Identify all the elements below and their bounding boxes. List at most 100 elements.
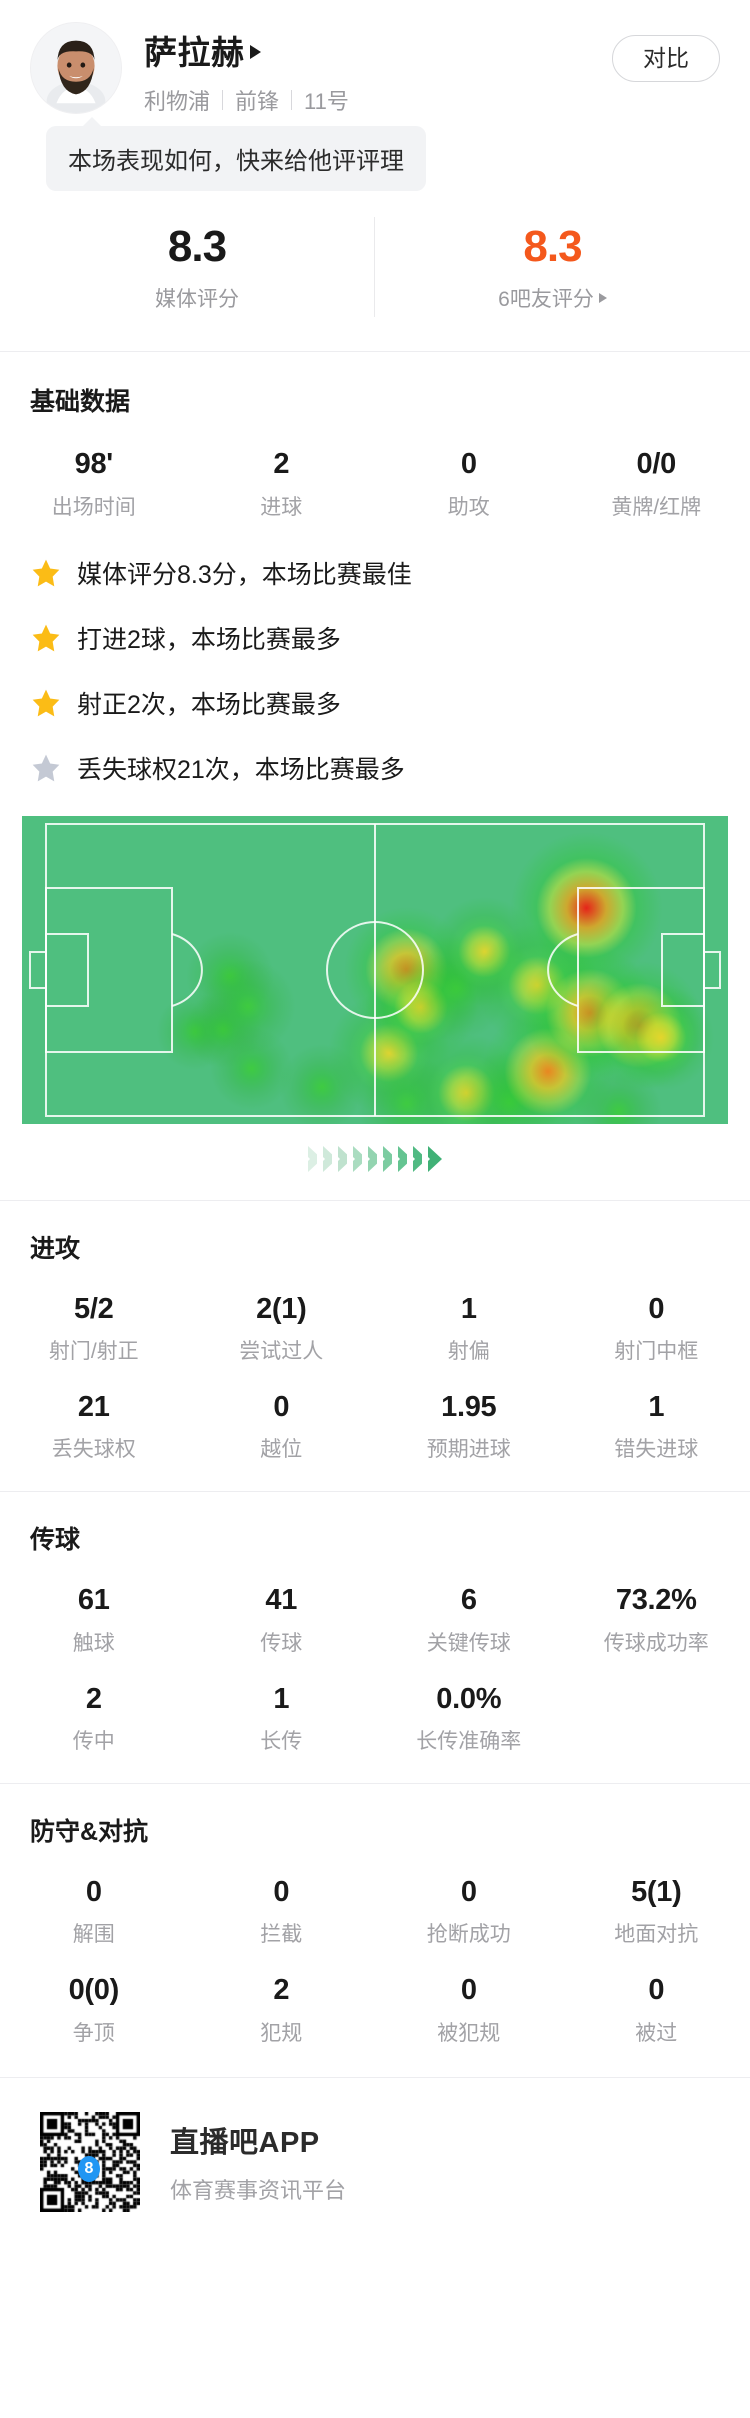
stat-value: 1 <box>273 1682 290 1715</box>
section-divider <box>0 351 750 353</box>
attack-direction-arrows <box>22 1145 728 1172</box>
stat-row: 98' 出场时间 2 进球 0 助攻 0/0 黄牌/红牌 <box>0 448 750 520</box>
stat-label: 长传准确率 <box>416 1730 522 1754</box>
stat-value: 2 <box>273 1974 290 2007</box>
heatmap-container <box>0 815 750 1172</box>
section-divider <box>0 1199 750 1201</box>
stat-value: 0.0% <box>436 1682 502 1715</box>
avatar[interactable] <box>30 22 122 114</box>
star-icon <box>32 754 60 782</box>
stat-label: 解围 <box>72 1923 115 1947</box>
stat-cell: 5/2 射门/射正 <box>0 1293 188 1365</box>
player-meta: 利物浦 前锋 11号 <box>144 84 720 116</box>
stat-row: 5/2 射门/射正 2(1) 尝试过人 1 射偏 0 射门中框 <box>0 1293 750 1365</box>
stat-label: 拦截 <box>260 1923 303 1947</box>
stat-row: 2 传中 1 长传 0.0% 长传准确率 <box>0 1683 750 1755</box>
stat-cell: 0 越位 <box>188 1391 376 1463</box>
stat-value: 61 <box>77 1584 110 1617</box>
section-title-attack: 进攻 <box>30 1234 81 1263</box>
stat-label: 地面对抗 <box>614 1923 699 1947</box>
stat-row: 61 触球 41 传球 6 关键传球 73.2% 传球成功率 <box>0 1584 750 1656</box>
highlight-text: 射正2次，本场比赛最多 <box>77 690 341 719</box>
stat-cell: 1 长传 <box>188 1683 376 1755</box>
section-title-passing: 传球 <box>30 1526 81 1555</box>
stat-value: 0 <box>648 1974 665 2007</box>
app-info: 直播吧APP 体育赛事资讯平台 <box>170 2119 346 2205</box>
stat-label: 助攻 <box>447 495 490 519</box>
stat-value: 2(1) <box>256 1292 307 1325</box>
stat-value: 0/0 <box>636 448 677 481</box>
stat-label: 射偏 <box>447 1340 490 1364</box>
stat-value: 0 <box>85 1876 102 1909</box>
stat-cell: 0 被犯规 <box>375 1974 563 2046</box>
stat-value: 5/2 <box>74 1292 114 1325</box>
stat-label: 被犯规 <box>437 2021 501 2045</box>
footer-divider <box>0 2076 750 2078</box>
meta-divider <box>291 90 293 110</box>
stat-label: 传中 <box>72 1730 115 1754</box>
stat-cell: 1 错失进球 <box>563 1391 750 1463</box>
chevron-icon <box>422 1145 442 1172</box>
chevron-right-icon <box>249 45 261 59</box>
stat-label: 尝试过人 <box>239 1340 324 1364</box>
stat-cell: 0 助攻 <box>375 448 563 520</box>
compare-button[interactable]: 对比 <box>612 35 720 82</box>
fan-rating[interactable]: 8.3 6吧友评分 <box>375 217 730 317</box>
pitch-markings <box>29 822 721 1117</box>
stat-cell: 0 解围 <box>0 1876 188 1948</box>
stat-value: 0 <box>460 448 477 481</box>
stat-value: 1 <box>648 1391 665 1424</box>
section-title-basic: 基础数据 <box>30 388 131 417</box>
stat-cell: 2 犯规 <box>188 1974 376 2046</box>
rate-prompt-container: 本场表现如何，快来给他评评理 <box>0 112 750 191</box>
stat-cell: 0.0% 长传准确率 <box>375 1683 563 1755</box>
stat-cell: 61 触球 <box>0 1584 188 1656</box>
media-rating-label-text: 媒体评分 <box>155 288 239 312</box>
fan-rating-value: 8.3 <box>523 222 582 271</box>
stat-cell: 0 拦截 <box>188 1876 376 1948</box>
stat-cell: 0 抢断成功 <box>375 1876 563 1948</box>
stat-label: 出场时间 <box>51 495 136 519</box>
app-name: 直播吧APP <box>170 2126 320 2159</box>
stat-label: 长传 <box>260 1730 303 1754</box>
stat-cell: 21 丢失球权 <box>0 1391 188 1463</box>
stat-label: 黄牌/红牌 <box>611 495 702 519</box>
stat-value: 2 <box>273 448 290 481</box>
highlight-item: 射正2次，本场比赛最多 <box>30 685 720 721</box>
stat-value: 0 <box>273 1391 290 1424</box>
stat-cell: 2 传中 <box>0 1683 188 1755</box>
stat-label: 进球 <box>260 495 303 519</box>
avatar-photo <box>31 23 121 113</box>
player-identity: 萨拉赫 利物浦 前锋 11号 <box>144 22 720 116</box>
stat-cell: 2(1) 尝试过人 <box>188 1293 376 1365</box>
highlight-text: 丢失球权21次，本场比赛最多 <box>77 755 405 784</box>
highlight-text: 媒体评分8.3分，本场比赛最佳 <box>77 560 412 589</box>
section-divider <box>0 1491 750 1493</box>
stat-label: 丢失球权 <box>51 1438 136 1462</box>
stat-label: 射门中框 <box>614 1340 699 1364</box>
stat-cell: 1 射偏 <box>375 1293 563 1365</box>
stat-value: 1 <box>460 1292 477 1325</box>
app-tagline: 体育赛事资讯平台 <box>170 2177 347 2203</box>
stat-value: 41 <box>265 1584 298 1617</box>
stat-row: 0(0) 争顶 2 犯规 0 被犯规 0 被过 <box>0 1974 750 2046</box>
stat-value: 1.95 <box>441 1391 497 1424</box>
stat-cell: 6 关键传球 <box>375 1584 563 1656</box>
player-name-row[interactable]: 萨拉赫 <box>144 26 720 74</box>
stat-label: 争顶 <box>72 2021 115 2045</box>
highlights-list: 媒体评分8.3分，本场比赛最佳 打进2球，本场比赛最多 射正2次，本场比赛最多 … <box>0 555 750 786</box>
stat-label: 传球成功率 <box>603 1631 709 1655</box>
stat-label: 错失进球 <box>614 1438 699 1462</box>
stat-value: 6 <box>460 1584 477 1617</box>
meta-divider <box>222 90 224 110</box>
stat-value: 0(0) <box>68 1974 120 2007</box>
highlight-item: 媒体评分8.3分，本场比赛最佳 <box>30 555 720 591</box>
stat-cell: 98' 出场时间 <box>0 448 188 520</box>
team-name: 利物浦 <box>144 89 211 114</box>
stat-cell: 0 被过 <box>563 1974 750 2046</box>
qr-code[interactable]: 8 <box>40 2111 140 2212</box>
section-title-defence: 防守&对抗 <box>30 1818 149 1847</box>
rate-prompt-bubble[interactable]: 本场表现如何，快来给他评评理 <box>46 117 426 191</box>
media-rating-label: 媒体评分 <box>20 283 374 313</box>
stat-value: 73.2% <box>615 1584 697 1617</box>
